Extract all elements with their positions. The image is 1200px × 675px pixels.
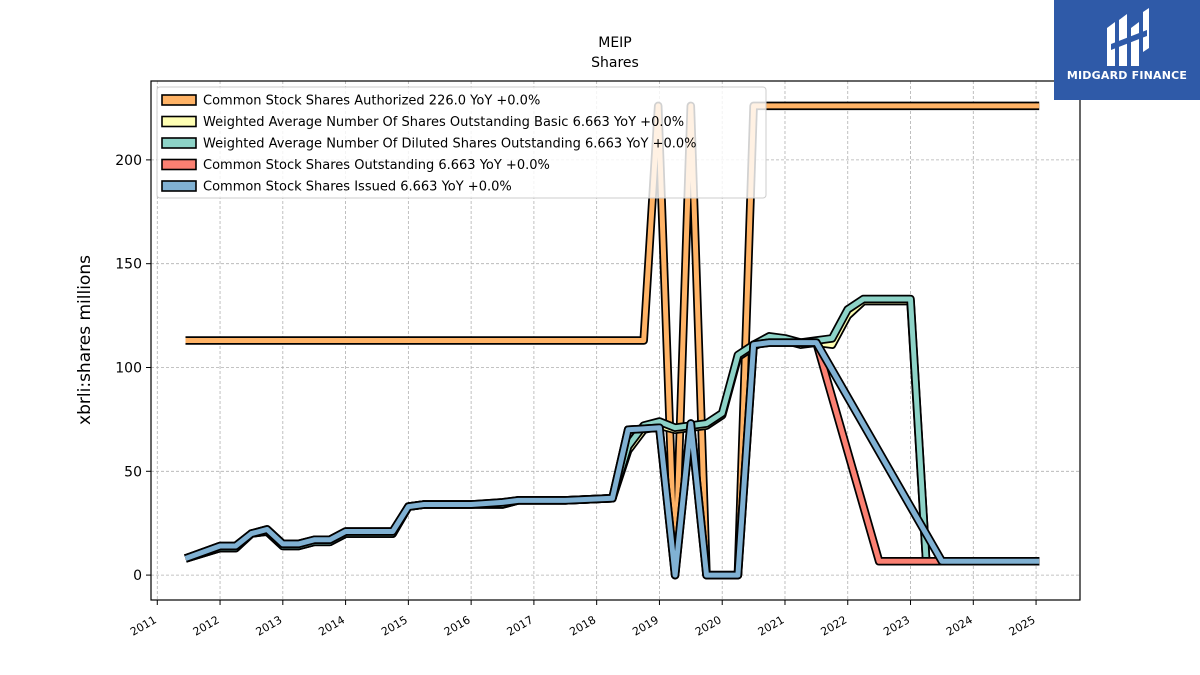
chart-subtitle: Shares [591, 55, 639, 71]
x-tick-label: 2021 [756, 613, 787, 638]
y-axis-label: xbrli:shares millions [75, 255, 95, 425]
x-tick-label: 2019 [630, 613, 661, 638]
x-axis: 2011 2012 2013 2014 2015 2016 2017 2018 2019 2020… [128, 600, 1038, 639]
series-line-stroke [185, 103, 1040, 578]
x-tick-label: 2017 [505, 613, 536, 638]
logo-text: MIDGARD FINANCE [1066, 69, 1188, 82]
x-tick-label: 2018 [567, 613, 598, 638]
legend-item: Weighted Average Number Of Diluted Share… [161, 137, 697, 152]
legend-box [156, 86, 767, 199]
legend-item: Common Stock Shares Authorized 226.0 YoY… [161, 94, 540, 109]
y-tick-label: 150 [115, 257, 142, 273]
x-tick-label: 2024 [944, 613, 975, 638]
x-tick-label: 2022 [819, 613, 850, 638]
x-tick-label: 2012 [191, 613, 222, 638]
x-tick-label: 2011 [128, 613, 159, 638]
series-line-4 [184, 338, 1040, 580]
x-tick-label: 2013 [254, 613, 285, 638]
plot-frame [150, 80, 1081, 601]
series-layer [184, 101, 1040, 580]
x-tick-label: 2014 [316, 613, 347, 638]
chart-title: MEIP [598, 35, 632, 51]
x-tick-label: 2023 [881, 613, 912, 638]
x-tick-label: 2020 [693, 613, 724, 638]
y-tick-label: 100 [115, 360, 142, 376]
legend-swatch [161, 158, 197, 171]
legend-label: Weighted Average Number Of Shares Outsta… [203, 115, 684, 130]
legend-swatch [161, 115, 197, 128]
legend-item: Common Stock Shares Outstanding 6.663 Yo… [161, 158, 550, 173]
legend-label: Weighted Average Number Of Diluted Share… [203, 137, 697, 152]
legend-item: Common Stock Shares Issued 6.663 YoY +0.… [161, 180, 512, 195]
midgard-finance-logo: MIDGARD FINANCE [1054, 0, 1200, 100]
logo-mark-icon [1107, 8, 1149, 66]
series-line-stroke [184, 340, 1040, 578]
series-line-0 [185, 101, 1040, 580]
legend: Common Stock Shares Authorized 226.0 YoY… [156, 86, 767, 199]
y-axis: 0 50 100 150 200 [115, 153, 151, 584]
x-tick-label: 2015 [379, 613, 410, 638]
legend-label: Common Stock Shares Issued 6.663 YoY +0.… [203, 180, 512, 195]
legend-swatch [161, 180, 197, 192]
y-tick-label: 200 [115, 153, 142, 169]
legend-swatch [161, 94, 197, 106]
x-tick-label: 2025 [1007, 613, 1038, 638]
legend-item: Weighted Average Number Of Shares Outsta… [161, 115, 684, 130]
y-tick-label: 0 [133, 568, 142, 584]
y-tick-label: 50 [124, 464, 142, 480]
legend-label: Common Stock Shares Authorized 226.0 YoY… [203, 94, 540, 109]
legend-swatch [161, 137, 197, 149]
x-tick-label: 2016 [442, 613, 473, 638]
legend-label: Common Stock Shares Outstanding 6.663 Yo… [203, 158, 550, 173]
